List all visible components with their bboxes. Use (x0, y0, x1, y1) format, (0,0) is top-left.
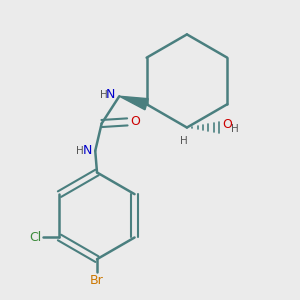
Polygon shape (119, 96, 148, 110)
Text: O: O (222, 118, 232, 131)
Text: N: N (82, 144, 92, 157)
Text: H: H (180, 136, 188, 146)
Text: Br: Br (90, 274, 104, 287)
Text: Cl: Cl (30, 231, 42, 244)
Text: H: H (76, 146, 84, 156)
Text: N: N (106, 88, 116, 101)
Text: H: H (231, 124, 239, 134)
Text: O: O (130, 116, 140, 128)
Text: H: H (100, 90, 107, 100)
